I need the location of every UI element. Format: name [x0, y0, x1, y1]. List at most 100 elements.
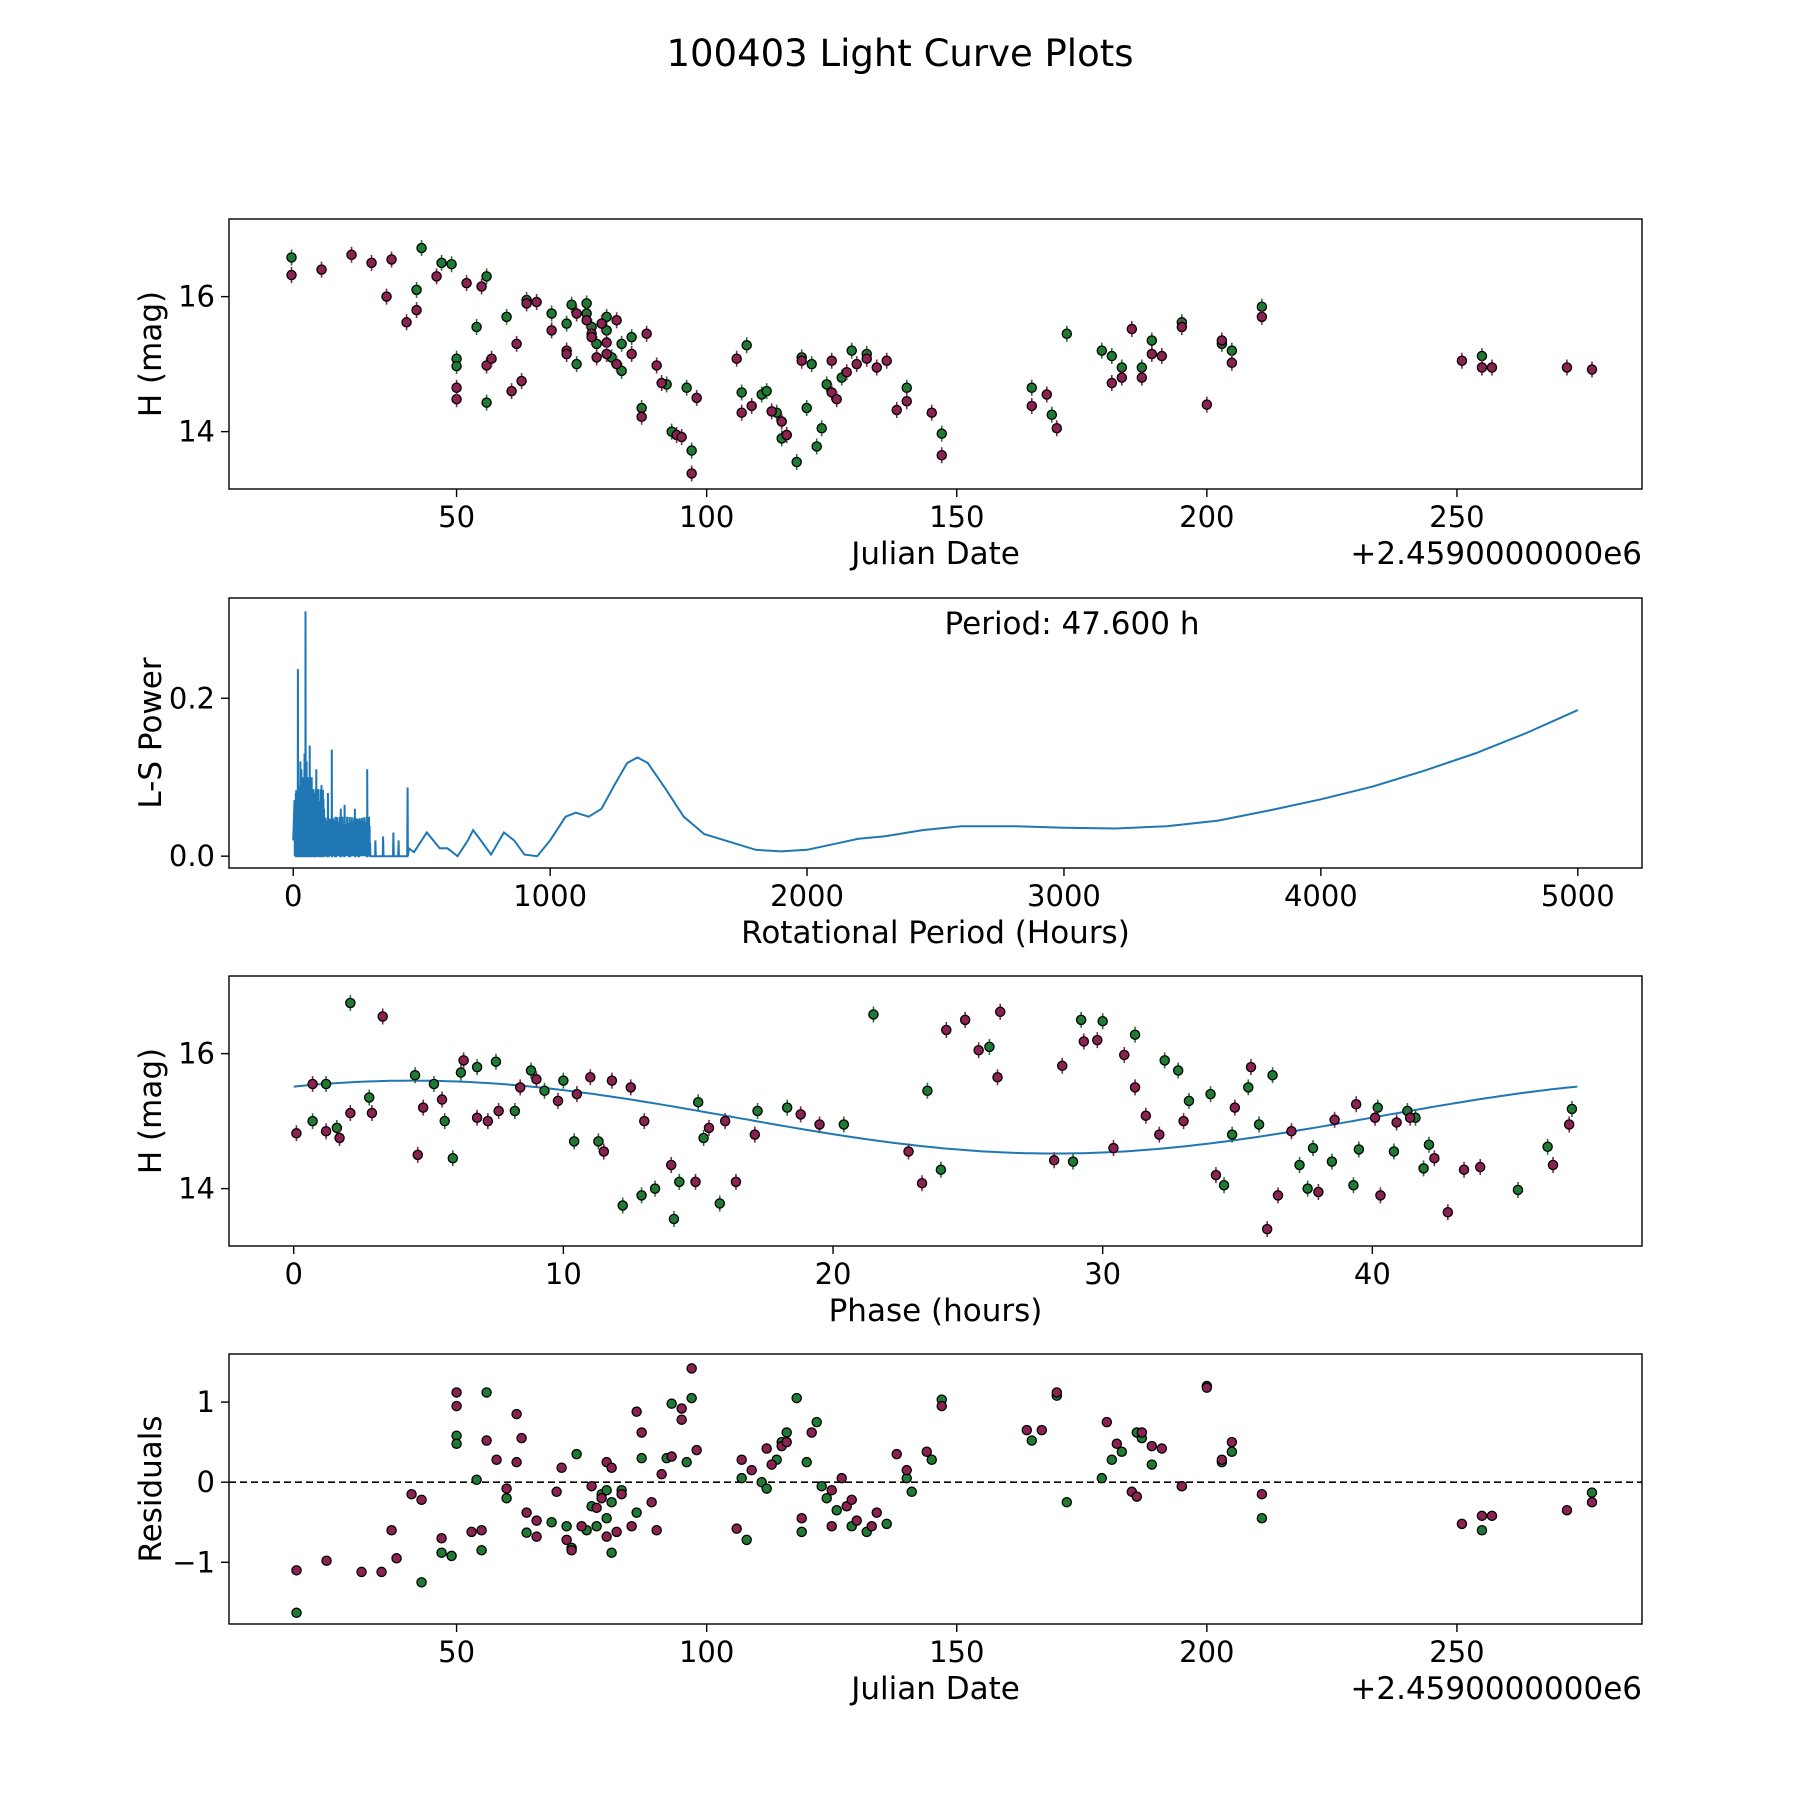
- data-point-g: [649, 1183, 661, 1194]
- data-point-r: [891, 404, 902, 416]
- data-point-g: [616, 338, 627, 350]
- data-point-g: [1307, 1142, 1319, 1154]
- data-point-r: [561, 1534, 572, 1546]
- data-point-r: [1021, 1424, 1033, 1436]
- data-point-r: [891, 1448, 902, 1460]
- residuals-xtick-label: 250: [1429, 1635, 1484, 1669]
- residuals-plot-area: [229, 1363, 1642, 1619]
- data-point-r: [451, 382, 462, 393]
- data-point-g: [741, 1534, 752, 1546]
- data-point-r: [1286, 1126, 1297, 1137]
- data-point-r: [1272, 1190, 1284, 1201]
- data-point-r: [814, 1119, 825, 1130]
- data-point-g: [1326, 1156, 1338, 1167]
- data-point-g: [428, 1078, 440, 1090]
- data-point-g: [1106, 1454, 1118, 1466]
- data-point-g: [416, 242, 427, 254]
- data-point-g: [591, 1521, 602, 1532]
- lightcurve-ytick-label: 16: [178, 280, 215, 314]
- data-point-g: [571, 1448, 582, 1460]
- data-point-g: [1046, 409, 1058, 420]
- residuals-xlabel: Julian Date: [849, 1671, 1020, 1707]
- data-point-r: [391, 1553, 402, 1564]
- data-point-g: [345, 997, 356, 1009]
- model-fit-curve: [293, 1079, 1578, 1155]
- lightcurve-xtick-label: 250: [1429, 500, 1484, 534]
- data-point-r: [531, 1531, 542, 1542]
- data-point-r: [551, 1486, 562, 1498]
- data-point-r: [1048, 1155, 1060, 1166]
- data-point-g: [1159, 1055, 1170, 1066]
- data-point-r: [307, 1078, 318, 1090]
- data-point-g: [446, 258, 457, 270]
- data-point-r: [646, 1496, 657, 1508]
- data-point-g: [561, 318, 572, 329]
- data-point-g: [1226, 1446, 1238, 1457]
- periodogram-panel: 0 1000 2000 3000 4000 5000 0.0 0.2 Rotational Pe…: [133, 597, 1643, 951]
- data-point-r: [366, 257, 377, 269]
- data-point-r: [861, 353, 872, 364]
- lightcurve-axes-frame: [228, 218, 1643, 490]
- periodogram-xtick-label: 2000: [770, 879, 844, 913]
- data-point-r: [1329, 1114, 1340, 1126]
- data-point-r: [377, 1011, 388, 1022]
- data-point-g: [601, 1512, 612, 1524]
- data-point-r: [1129, 1082, 1141, 1093]
- data-point-g: [286, 252, 297, 263]
- data-point-r: [936, 1400, 948, 1412]
- data-point-g: [821, 1492, 832, 1504]
- data-point-g: [1253, 1119, 1265, 1130]
- data-point-r: [431, 271, 442, 282]
- residuals-xtick-label: 200: [1179, 1635, 1234, 1669]
- data-point-r: [366, 1107, 378, 1119]
- data-point-r: [417, 1102, 429, 1113]
- data-point-r: [826, 355, 837, 366]
- data-point-r: [1313, 1186, 1324, 1198]
- lightcurve-offset-label: +2.4590000000e6: [1350, 536, 1642, 572]
- data-point-r: [611, 358, 622, 370]
- data-point-r: [746, 400, 757, 412]
- data-point-r: [471, 1112, 483, 1124]
- data-point-r: [921, 1446, 932, 1457]
- data-point-g: [1106, 350, 1118, 362]
- data-point-g: [821, 379, 832, 390]
- data-point-r: [1442, 1207, 1454, 1218]
- lightcurve-xtick-label: 100: [679, 500, 734, 534]
- data-point-g: [1542, 1141, 1553, 1153]
- data-point-r: [482, 1115, 494, 1127]
- data-point-r: [561, 348, 572, 360]
- data-point-r: [901, 395, 912, 407]
- data-point-g: [490, 1056, 502, 1067]
- data-point-g: [1267, 1069, 1278, 1081]
- data-point-r: [1178, 1115, 1189, 1127]
- data-point-r: [1176, 321, 1188, 333]
- data-point-r: [1456, 1518, 1468, 1530]
- data-point-g: [1067, 1156, 1079, 1167]
- data-point-g: [816, 422, 827, 434]
- data-point-r: [511, 1456, 522, 1468]
- data-point-r: [491, 1454, 502, 1466]
- data-point-r: [1429, 1153, 1440, 1164]
- data-point-g: [606, 1547, 617, 1558]
- data-point-r: [531, 1515, 542, 1526]
- phased-xtick-label: 30: [1084, 1257, 1121, 1291]
- data-point-r: [1476, 1510, 1488, 1522]
- data-point-r: [596, 1492, 607, 1504]
- data-point-g: [451, 1438, 462, 1449]
- data-point-r: [686, 1363, 697, 1374]
- data-point-r: [730, 1176, 742, 1188]
- data-point-r: [486, 353, 497, 364]
- residuals-xtick-label: 150: [929, 1635, 984, 1669]
- data-point-r: [636, 411, 647, 423]
- data-point-g: [984, 1041, 995, 1053]
- data-point-g: [868, 1009, 879, 1020]
- periodogram-xlabel: Rotational Period (Hours): [741, 915, 1130, 951]
- data-point-r: [1156, 1443, 1168, 1454]
- data-point-r: [656, 377, 667, 389]
- data-point-r: [1051, 422, 1063, 434]
- data-point-r: [1391, 1117, 1402, 1128]
- data-point-g: [471, 1474, 482, 1486]
- data-point-g: [1388, 1146, 1400, 1157]
- data-point-r: [1216, 1454, 1228, 1466]
- data-point-g: [1096, 345, 1108, 356]
